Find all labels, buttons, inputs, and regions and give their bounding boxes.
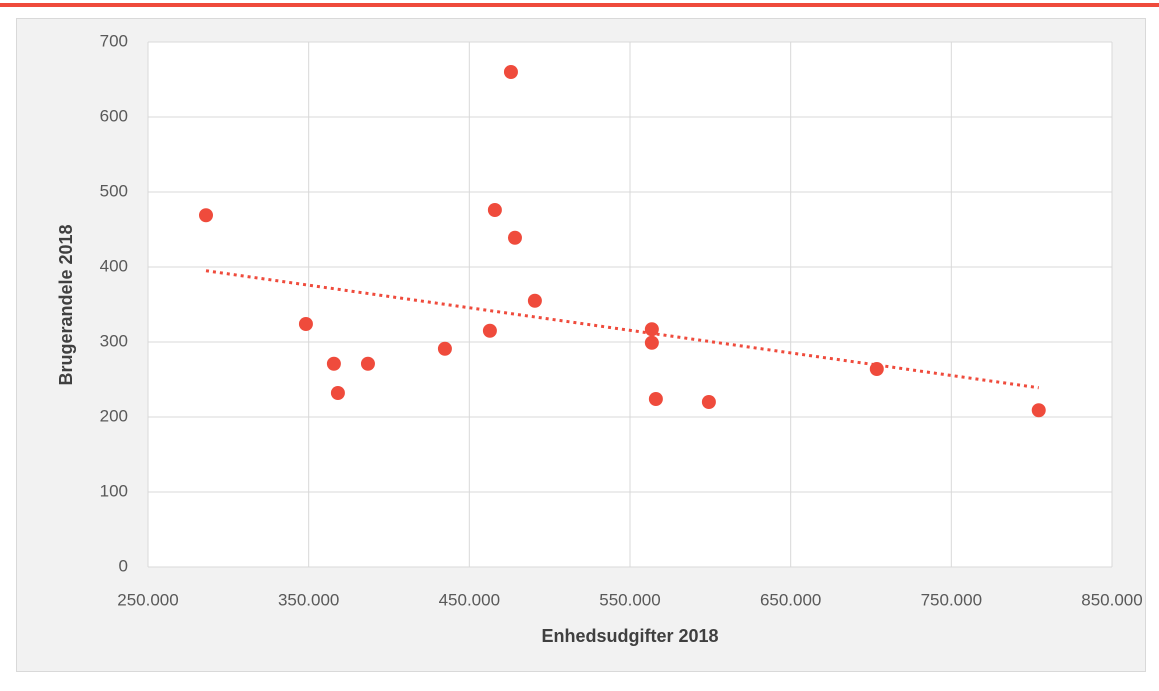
x-tick-label: 250.000 xyxy=(117,590,178,609)
point xyxy=(482,323,497,338)
x-tick-label: 750.000 xyxy=(921,590,982,609)
x-tick-label: 550.000 xyxy=(599,590,660,609)
y-tick-label: 300 xyxy=(100,331,128,350)
y-axis-title: Brugerandele 2018 xyxy=(56,224,76,385)
point xyxy=(437,341,452,356)
point xyxy=(644,335,659,350)
x-tick-label: 350.000 xyxy=(278,590,339,609)
point xyxy=(644,322,659,337)
point xyxy=(298,317,313,331)
y-tick-label: 0 xyxy=(119,556,128,575)
point xyxy=(507,230,522,245)
y-tick-label: 200 xyxy=(100,406,128,425)
x-axis-title: Enhedsudgifter 2018 xyxy=(541,626,718,646)
y-tick-label: 400 xyxy=(100,256,128,275)
top-bar xyxy=(0,3,1159,7)
point xyxy=(487,203,502,217)
x-tick-label: 850.000 xyxy=(1081,590,1142,609)
trendline xyxy=(205,269,1039,390)
point xyxy=(503,65,518,79)
point xyxy=(648,392,663,406)
point xyxy=(1031,403,1046,418)
x-tick-label: 650.000 xyxy=(760,590,821,609)
y-tick-label: 600 xyxy=(100,106,128,125)
point xyxy=(869,362,884,376)
point xyxy=(326,356,341,371)
point xyxy=(527,293,542,308)
y-tick-label: 100 xyxy=(100,481,128,500)
x-tick-label: 450.000 xyxy=(439,590,500,609)
point xyxy=(199,208,214,223)
point xyxy=(360,356,375,371)
point xyxy=(701,395,716,409)
y-tick-label: 500 xyxy=(100,181,128,200)
point xyxy=(330,386,345,400)
y-tick-label: 700 xyxy=(100,31,128,50)
